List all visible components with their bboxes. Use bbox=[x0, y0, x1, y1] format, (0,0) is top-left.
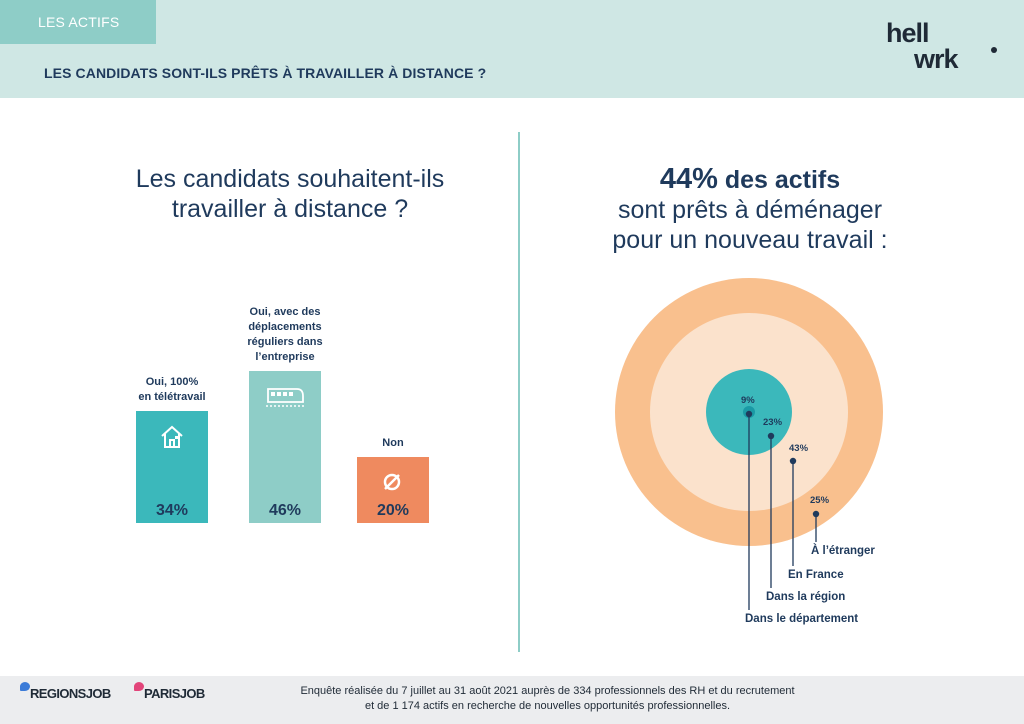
survey-note-line: et de 1 174 actifs en recherche de nouve… bbox=[364, 700, 731, 712]
ring-category-label: À l’étranger bbox=[811, 544, 875, 557]
ring-value-label: 43% bbox=[789, 443, 809, 454]
survey-note: Enquête réalisée du 7 juillet au 31 août… bbox=[250, 684, 845, 714]
survey-note-line: Enquête réalisée du 7 juillet au 31 août… bbox=[300, 685, 795, 697]
left-title-line: Les candidats souhaitent-ils bbox=[135, 165, 445, 193]
bar-category-label-line: l’entreprise bbox=[255, 351, 315, 363]
footer: REGIONSJOB PARISJOB Enquête réalisée du … bbox=[0, 676, 1024, 724]
headline-rest: des actifs bbox=[717, 166, 841, 194]
regionsjob-brand-text: REGIONSJOB bbox=[30, 686, 111, 701]
bar-category-label-line: Oui, 100% bbox=[145, 375, 199, 388]
regionsjob-logo: REGIONSJOB bbox=[20, 682, 111, 701]
house-icon bbox=[158, 423, 186, 456]
left-chart-title: Les candidats souhaitent-ils travailler … bbox=[60, 164, 520, 224]
logo-text-top: hell bbox=[886, 18, 929, 48]
left-title-line: travailler à distance ? bbox=[171, 195, 409, 223]
bar-1: 34% bbox=[136, 410, 208, 523]
hellowork-logo: hell wrk bbox=[886, 18, 997, 74]
bar-category-label: Oui, avec des déplacements réguliers dans l… bbox=[225, 305, 345, 365]
marker-dot bbox=[767, 432, 775, 440]
column-divider bbox=[518, 132, 520, 652]
bar-value-label: 34% bbox=[155, 501, 189, 519]
bar-2: 46% bbox=[249, 371, 321, 523]
no-symbol-icon bbox=[379, 469, 405, 500]
parisjob-logo: PARISJOB bbox=[134, 682, 205, 701]
right-title-line1: 44% des actifs bbox=[545, 164, 955, 195]
bar-category-label-line: réguliers dans bbox=[247, 336, 323, 348]
page-title: LES CANDIDATS SONT-ILS PRÊTS À TRAVAILLE… bbox=[44, 65, 487, 81]
ring-value-label: 25% bbox=[810, 495, 830, 506]
logo-dot bbox=[991, 47, 997, 53]
right-title-line: sont prêts à déménager bbox=[617, 196, 883, 224]
relocation-ring-chart: 9% Dans le département 23% Dans la région 43… bbox=[615, 278, 883, 625]
ring-category-label: Dans le département bbox=[745, 613, 858, 625]
logo-text-bottom: wrk bbox=[913, 44, 960, 74]
ring-category-label: En France bbox=[788, 569, 844, 581]
right-title-line: pour un nouveau travail : bbox=[612, 226, 888, 254]
ring-value-label: 9% bbox=[741, 395, 755, 406]
parisjob-dot-icon bbox=[134, 682, 144, 691]
bar-category-label-line: Non bbox=[382, 436, 404, 449]
regionsjob-dot-icon bbox=[20, 682, 30, 691]
header-band: LES ACTIFS LES CANDIDATS SONT-ILS PRÊTS … bbox=[0, 0, 1024, 98]
bar-category-label-line: Oui, avec des bbox=[249, 306, 321, 318]
parisjob-brand-text: PARISJOB bbox=[144, 686, 205, 701]
right-chart-title: 44% des actifs sont prêts à déménager po… bbox=[545, 164, 955, 255]
bar-category-label-line: déplacements bbox=[248, 321, 322, 333]
train-icon bbox=[265, 383, 305, 416]
ring-value-label: 23% bbox=[763, 417, 783, 428]
marker-dot bbox=[789, 457, 797, 465]
headline-percent: 44% bbox=[659, 163, 718, 195]
bar-value-label: 46% bbox=[268, 502, 302, 519]
marker-dot bbox=[745, 410, 753, 418]
bar-category-label: Non bbox=[333, 436, 453, 451]
ring-category-label: Dans la région bbox=[766, 591, 845, 603]
bar-category-label-line: en télétravail bbox=[138, 390, 206, 403]
marker-dot bbox=[812, 510, 820, 518]
bar-category-label: Oui, 100% en télétravail bbox=[112, 375, 232, 405]
bar-value-label: 20% bbox=[376, 501, 410, 519]
bar-3: 20% bbox=[357, 456, 429, 523]
section-tag: LES ACTIFS bbox=[0, 0, 156, 44]
